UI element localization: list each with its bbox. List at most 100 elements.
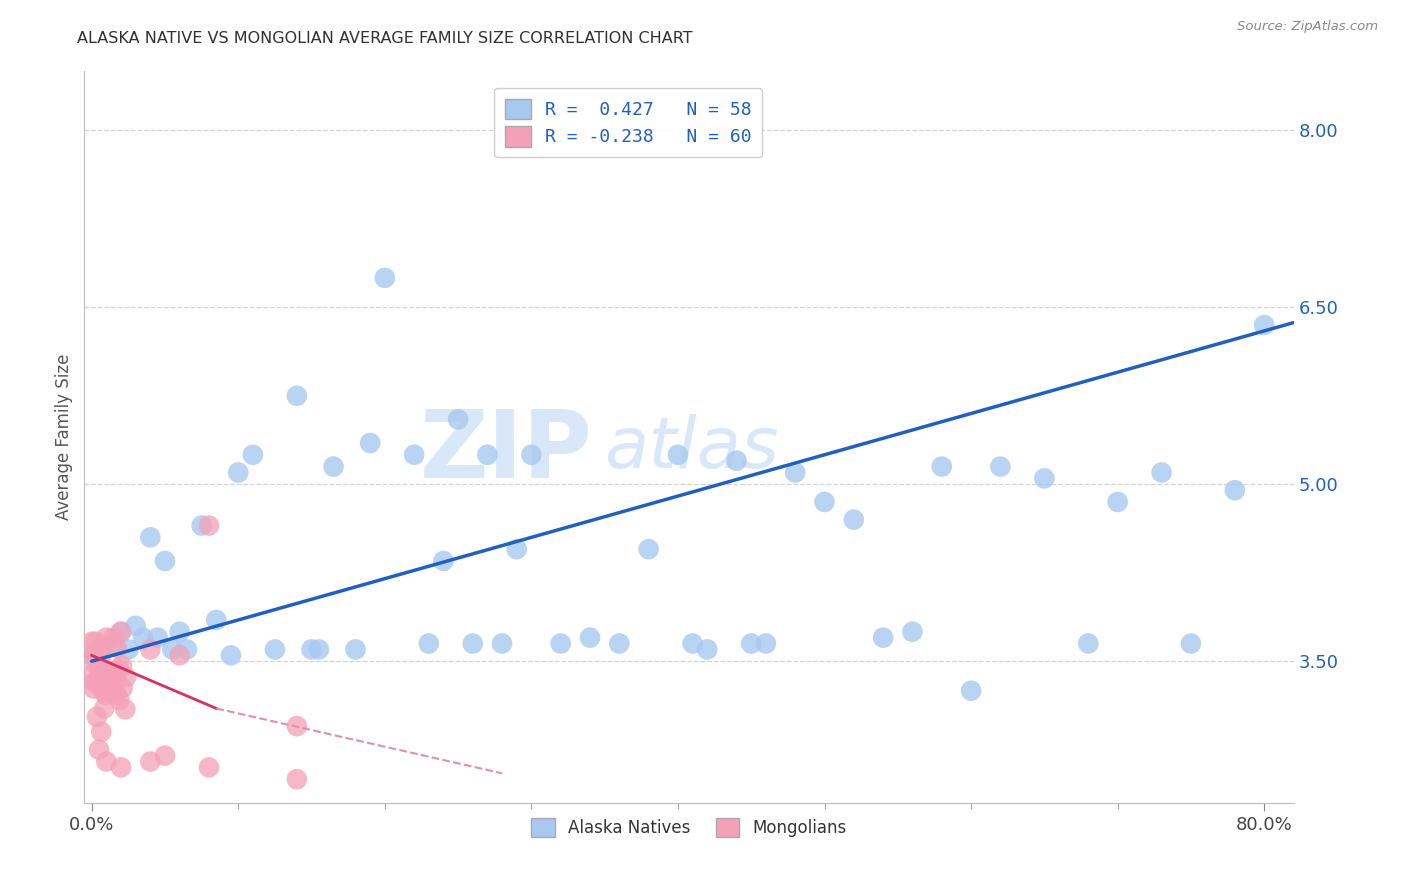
Point [1107,495,1129,509]
Point [108,693,131,707]
Point [84,645,107,659]
Point [83,681,105,696]
Point [550,636,572,650]
Point [359,436,381,450]
Point [117,636,139,650]
Text: atlas: atlas [605,414,779,483]
Point [101,671,124,685]
Point [285,389,308,403]
Point [87,668,110,682]
Point [91,667,114,681]
Point [813,495,835,509]
Point [725,453,748,467]
Point [104,685,127,699]
Point [404,448,426,462]
Point [1150,466,1173,480]
Text: Source: ZipAtlas.com: Source: ZipAtlas.com [1237,20,1378,33]
Point [87,742,110,756]
Point [432,554,454,568]
Point [146,631,169,645]
Point [107,682,129,697]
Point [139,530,162,544]
Point [107,662,129,676]
Point [198,760,221,774]
Point [105,688,128,702]
Point [89,662,111,676]
Point [98,666,121,681]
Point [89,662,111,676]
Point [139,755,162,769]
Point [418,636,440,650]
Point [117,642,139,657]
Point [93,668,115,682]
Point [124,619,146,633]
Point [755,636,778,650]
Point [89,673,111,687]
Point [322,459,344,474]
Point [1077,636,1099,650]
Point [97,664,120,678]
Point [226,466,249,480]
Point [872,631,894,645]
Point [112,669,135,683]
Point [461,636,484,650]
Point [477,448,499,462]
Point [740,636,762,650]
Point [198,518,221,533]
Point [176,742,198,756]
Point [89,679,111,693]
Point [110,624,132,639]
Point [506,542,529,557]
Point [89,662,111,676]
Point [374,270,396,285]
Point [101,683,124,698]
Point [82,667,104,681]
Point [83,675,105,690]
Point [86,674,108,689]
Point [637,542,659,557]
Point [607,636,630,650]
Point [666,448,689,462]
Point [162,642,184,657]
Point [111,658,134,673]
Point [87,642,110,657]
Point [107,666,129,681]
Point [931,459,953,474]
Point [103,631,125,645]
Point [901,624,924,639]
Point [264,642,287,657]
Point [93,701,115,715]
Point [132,631,155,645]
Point [1253,318,1275,332]
Point [491,636,513,650]
Point [96,688,118,702]
Point [83,647,105,661]
Point [579,631,602,645]
Point [190,518,212,533]
Point [169,648,191,663]
Point [153,554,176,568]
Point [520,448,543,462]
Point [103,636,125,650]
Point [344,642,367,657]
Point [91,684,114,698]
Point [219,648,242,663]
Point [990,459,1012,474]
Point [84,657,107,671]
Point [242,448,264,462]
Point [84,648,107,662]
Point [1223,483,1246,498]
Point [842,513,865,527]
Point [176,642,198,657]
Point [96,631,118,645]
Point [90,724,112,739]
Point [110,624,132,639]
Point [115,670,138,684]
Point [696,642,718,657]
Point [90,640,112,655]
Point [91,674,114,689]
Point [205,613,228,627]
Point [1180,636,1202,650]
Point [169,624,191,639]
Point [87,674,110,689]
